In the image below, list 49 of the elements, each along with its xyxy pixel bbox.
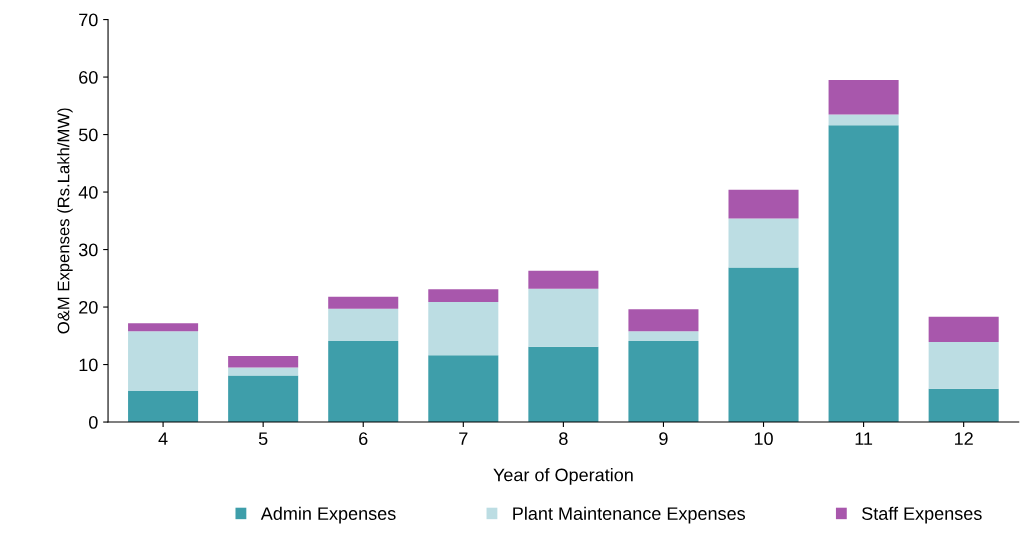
x-tick-label: 6 [359, 432, 368, 446]
bar [428, 301, 499, 356]
y-tick-label: 50 [78, 128, 98, 142]
x-tick-label: 8 [559, 432, 568, 446]
bar [128, 323, 199, 332]
bar [928, 342, 999, 389]
bar [328, 296, 399, 309]
bar [528, 270, 599, 289]
bar [328, 340, 399, 423]
bar [628, 340, 699, 423]
bar [728, 189, 799, 219]
y-tick-label: 0 [88, 415, 98, 429]
legend-label: Admin Expenses [260, 506, 396, 524]
bar [828, 79, 899, 115]
bar [428, 289, 499, 302]
bar [228, 367, 299, 376]
x-axis-title: Year of Operation [493, 468, 633, 485]
x-tick-label: 9 [659, 432, 668, 446]
bar [428, 355, 499, 423]
bar [228, 375, 299, 423]
y-tick-label: 30 [78, 243, 98, 257]
y-axis-title: O&M Expenses (Rs.Lakh/MW) [57, 108, 73, 334]
bar [528, 288, 599, 347]
bar [928, 316, 999, 343]
bar [228, 355, 299, 368]
x-tick-label: 4 [158, 432, 168, 445]
bar [728, 218, 799, 268]
bar [628, 331, 699, 341]
legend-label: Plant Maintenance Expenses [513, 506, 746, 524]
bar [728, 267, 799, 423]
bar [328, 308, 399, 341]
bar [828, 114, 899, 126]
bar [628, 309, 699, 332]
bar [928, 388, 999, 423]
x-tick-label: 11 [855, 432, 873, 445]
x-tick-label: 12 [955, 432, 973, 445]
x-tick-label: 10 [754, 432, 773, 446]
y-tick-label: 20 [79, 300, 98, 314]
bar [128, 391, 199, 423]
legend-label: Staff Expenses [862, 506, 982, 524]
x-tick-label: 5 [258, 432, 268, 446]
bar [528, 346, 599, 423]
bar [128, 331, 199, 391]
y-tick-label: 10 [79, 358, 98, 372]
bar [828, 125, 899, 423]
y-tick-label: 70 [79, 13, 98, 27]
y-tick-label: 60 [79, 71, 98, 84]
y-tick-label: 40 [78, 185, 98, 199]
x-tick-label: 7 [459, 432, 468, 445]
